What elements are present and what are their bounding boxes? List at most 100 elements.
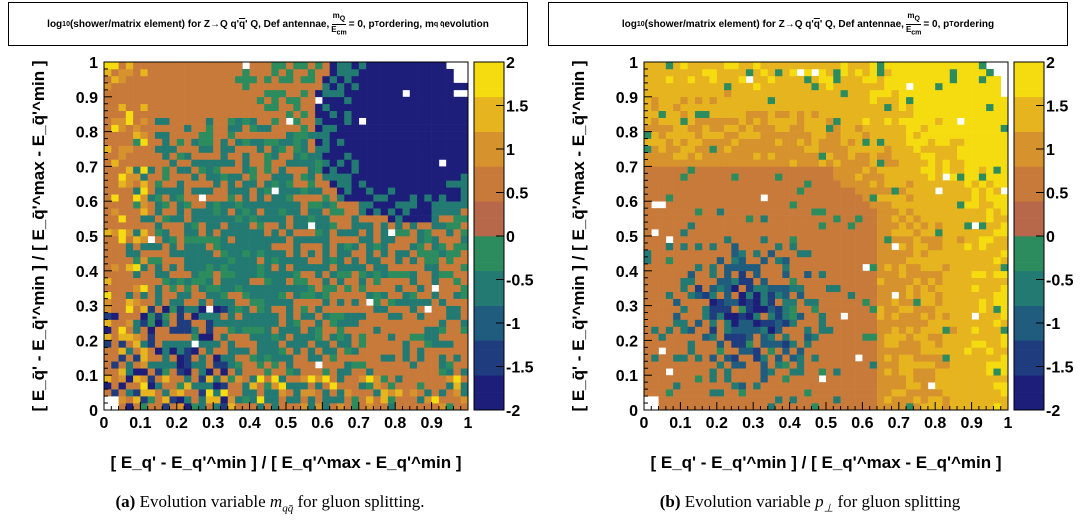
heatmap-cell: [286, 347, 294, 355]
heatmap-cell: [745, 145, 754, 153]
heatmap-cell: [162, 152, 170, 160]
heatmap-cell: [680, 368, 688, 376]
heatmap-cell: [351, 403, 360, 411]
heatmap-cell: [862, 326, 870, 334]
heatmap-cell: [971, 403, 980, 411]
heatmap-cell: [738, 68, 747, 77]
heatmap-cell: [344, 277, 352, 286]
heatmap-cell: [271, 159, 280, 167]
heatmap-cell: [782, 277, 790, 286]
heatmap-cell: [949, 159, 958, 167]
heatmap-cell: [322, 403, 330, 411]
heatmap-cell: [438, 389, 447, 397]
heatmap-cell: [796, 389, 805, 397]
heatmap-cell: [184, 152, 192, 160]
heatmap-cell: [796, 382, 805, 390]
heatmap-cell: [753, 138, 761, 146]
heatmap-cell: [702, 340, 710, 348]
heatmap-cell: [184, 319, 192, 327]
heatmap-cell: [673, 208, 681, 216]
heatmap-cell: [738, 403, 747, 411]
heatmap-cell: [673, 159, 681, 167]
heatmap-cell: [913, 291, 921, 299]
heatmap-cell: [300, 326, 309, 334]
heatmap-cell: [438, 187, 447, 195]
heatmap-cell: [775, 138, 783, 146]
heatmap-cell: [658, 326, 667, 334]
z-tick-label: -2: [506, 403, 520, 420]
heatmap-cell: [949, 180, 958, 188]
heatmap-cell: [804, 145, 812, 153]
heatmap-cell: [184, 194, 192, 202]
heatmap-cell: [775, 249, 783, 258]
heatmap-cell: [724, 256, 732, 265]
heatmap-cell: [315, 166, 323, 174]
heatmap-cell: [300, 152, 309, 160]
heatmap-cell: [344, 242, 352, 251]
heatmap-cell: [724, 403, 732, 411]
heatmap-cell: [198, 180, 207, 188]
heatmap-cell: [176, 319, 185, 327]
heatmap-cell: [957, 110, 965, 118]
heatmap-cell: [111, 389, 119, 397]
heatmap-cell: [724, 131, 732, 139]
heatmap-cell: [891, 389, 900, 397]
heatmap-cell: [417, 138, 425, 146]
heatmap-cell: [694, 389, 703, 397]
heatmap-cell: [760, 62, 769, 70]
heatmap-cell: [366, 305, 374, 313]
heatmap-cell: [927, 368, 936, 376]
heatmap-cell: [409, 298, 418, 306]
heatmap-cell: [286, 312, 294, 320]
heatmap-cell: [300, 354, 309, 362]
heatmap-cell: [673, 333, 681, 341]
heatmap-cell: [438, 242, 447, 251]
heatmap-cell: [702, 382, 710, 390]
heatmap-cell: [169, 173, 178, 181]
heatmap-cell: [373, 389, 381, 397]
heatmap-cell: [300, 263, 309, 272]
heatmap-cell: [300, 396, 309, 404]
colorbar-band: [474, 279, 504, 289]
heatmap-cell: [927, 173, 936, 181]
heatmap-cell: [738, 82, 747, 91]
heatmap-cell: [184, 305, 192, 313]
heatmap-cell: [278, 291, 287, 299]
heatmap-cell: [154, 201, 163, 209]
heatmap-cell: [140, 256, 148, 265]
heatmap-cell: [213, 138, 221, 146]
heatmap-cell: [315, 75, 323, 84]
heatmap-cell: [898, 82, 907, 91]
heatmap-cell: [424, 173, 432, 181]
heatmap-cell: [140, 326, 148, 334]
heatmap-cell: [906, 194, 914, 202]
heatmap-cell: [184, 389, 192, 397]
heatmap-cell: [789, 382, 798, 390]
heatmap-cell: [775, 382, 783, 390]
heatmap-cell: [387, 291, 396, 299]
heatmap-cell: [855, 291, 863, 299]
heatmap-cell: [709, 284, 718, 292]
heatmap-cell: [169, 180, 178, 188]
heatmap-cell: [242, 263, 250, 272]
heatmap-cell: [760, 82, 769, 91]
heatmap-cell: [745, 82, 754, 91]
heatmap-cell: [913, 333, 921, 341]
heatmap-cell: [373, 396, 381, 404]
heatmap-cell: [220, 375, 229, 383]
heatmap-cell: [329, 284, 338, 292]
heatmap-cell: [862, 96, 870, 105]
heatmap-cell: [665, 173, 674, 181]
heatmap-cell: [249, 131, 258, 139]
heatmap-cell: [344, 124, 352, 132]
heatmap-cell: [971, 145, 980, 153]
heatmap-cell: [840, 180, 849, 188]
heatmap-cell: [293, 284, 301, 292]
heatmap-cell: [724, 270, 732, 279]
heatmap-cell: [271, 368, 280, 376]
heatmap-cell: [169, 403, 178, 411]
heatmap-cell: [673, 89, 681, 98]
heatmap-cell: [906, 291, 914, 299]
heatmap-cell: [855, 82, 863, 91]
heatmap-cell: [920, 103, 929, 112]
